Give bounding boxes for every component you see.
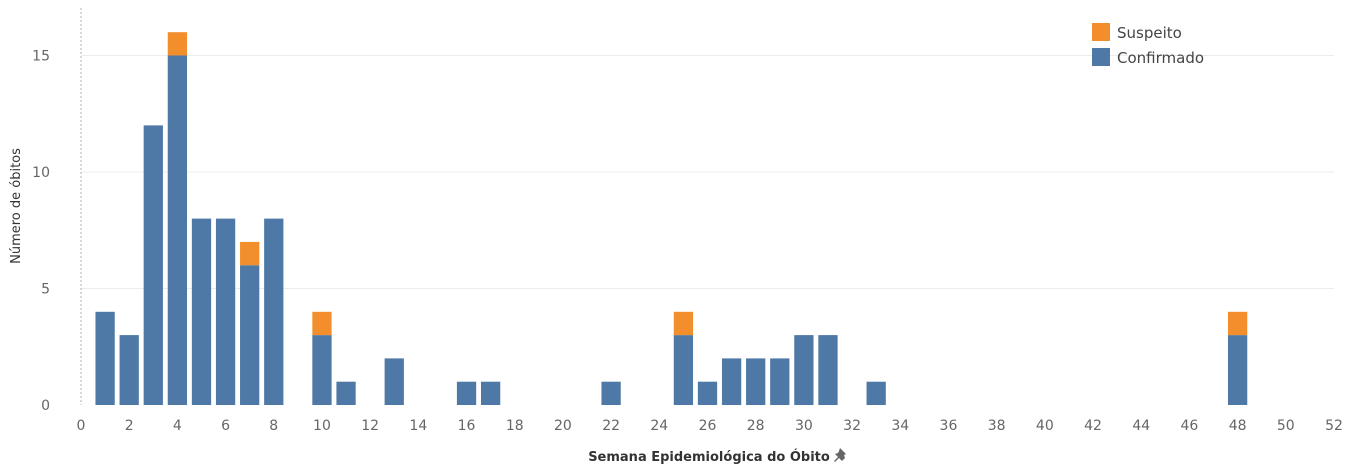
bar-confirmado-week-48[interactable] xyxy=(1227,335,1248,405)
x-tick-label: 6 xyxy=(221,418,230,434)
bar-suspeito-week-4[interactable] xyxy=(167,32,188,56)
bar-confirmado-week-5[interactable] xyxy=(191,218,212,405)
y-tick-label: 15 xyxy=(32,49,50,65)
legend-label-confirmado[interactable]: Confirmado xyxy=(1117,49,1204,67)
bar-confirmado-week-16[interactable] xyxy=(456,381,477,405)
x-tick-label: 20 xyxy=(554,418,572,434)
bar-confirmado-week-8[interactable] xyxy=(264,218,284,405)
bar-confirmado-week-27[interactable] xyxy=(721,358,742,405)
x-tick-label: 42 xyxy=(1084,418,1102,434)
bar-confirmado-week-28[interactable] xyxy=(746,358,766,405)
bar-confirmado-week-10[interactable] xyxy=(312,335,332,405)
bar-suspeito-week-10[interactable] xyxy=(312,311,332,336)
bar-confirmado-week-2[interactable] xyxy=(119,335,139,405)
x-tick-label: 40 xyxy=(1036,418,1054,434)
bar-suspeito-week-48[interactable] xyxy=(1227,311,1248,336)
x-tick-label: 32 xyxy=(843,418,861,434)
y-tick-label: 5 xyxy=(41,282,50,298)
x-tick-label: 18 xyxy=(506,418,524,434)
y-tick-labels: 0 5 10 15 xyxy=(32,49,50,415)
x-tick-labels: 0 2 4 6 8 10 12 14 16 18 20 22 24 26 28 30 32 34 36 38 40 42 4… xyxy=(77,418,1343,434)
legend-swatch-suspeito xyxy=(1092,23,1110,41)
y-axis-title: Número de óbitos xyxy=(9,148,24,264)
bar-confirmado-week-13[interactable] xyxy=(384,358,404,405)
x-tick-label: 24 xyxy=(650,418,668,434)
legend-swatch-confirmado xyxy=(1092,48,1110,66)
x-tick-label: 48 xyxy=(1229,418,1247,434)
bar-layer xyxy=(95,32,1248,406)
y-tick-label: 0 xyxy=(41,398,50,414)
x-tick-label: 30 xyxy=(795,418,813,434)
bar-confirmado-week-26[interactable] xyxy=(697,381,718,405)
x-tick-label: 12 xyxy=(361,418,379,434)
bar-confirmado-week-3[interactable] xyxy=(143,125,163,406)
x-tick-label: 14 xyxy=(409,418,427,434)
x-tick-label: 8 xyxy=(269,418,278,434)
x-tick-label: 38 xyxy=(988,418,1006,434)
bar-confirmado-week-17[interactable] xyxy=(480,381,501,405)
x-tick-label: 46 xyxy=(1181,418,1199,434)
bar-confirmado-week-31[interactable] xyxy=(818,335,838,405)
x-tick-label: 34 xyxy=(891,418,909,434)
pin-icon[interactable] xyxy=(834,448,846,462)
x-tick-label: 36 xyxy=(940,418,958,434)
x-tick-label: 16 xyxy=(458,418,476,434)
x-tick-label: 2 xyxy=(125,418,134,434)
x-tick-label: 50 xyxy=(1277,418,1295,434)
x-tick-label: 44 xyxy=(1132,418,1150,434)
y-tick-label: 10 xyxy=(32,165,50,181)
bar-suspeito-week-7[interactable] xyxy=(240,241,260,266)
x-tick-label: 10 xyxy=(313,418,331,434)
legend-label-suspeito[interactable]: Suspeito xyxy=(1117,24,1182,42)
bar-confirmado-week-25[interactable] xyxy=(673,335,694,405)
bar-confirmado-week-4[interactable] xyxy=(167,55,188,406)
grid-layer xyxy=(81,55,1334,289)
x-tick-label: 22 xyxy=(602,418,620,434)
bar-suspeito-week-25[interactable] xyxy=(673,311,694,336)
x-axis-title[interactable]: Semana Epidemiológica do Óbito xyxy=(588,449,830,465)
legend: Suspeito Confirmado xyxy=(1092,23,1204,67)
x-tick-label: 0 xyxy=(77,418,86,434)
x-tick-label: 28 xyxy=(747,418,765,434)
bar-confirmado-week-1[interactable] xyxy=(95,311,115,405)
bar-confirmado-week-33[interactable] xyxy=(866,381,886,405)
bar-confirmado-week-22[interactable] xyxy=(601,381,621,405)
x-tick-label: 4 xyxy=(173,418,182,434)
x-tick-label: 26 xyxy=(699,418,717,434)
x-tick-label: 52 xyxy=(1325,418,1343,434)
bar-confirmado-week-29[interactable] xyxy=(770,358,790,405)
bar-confirmado-week-6[interactable] xyxy=(215,218,236,405)
bar-confirmado-week-7[interactable] xyxy=(240,265,260,405)
bar-confirmado-week-11[interactable] xyxy=(336,381,356,405)
bar-confirmado-week-30[interactable] xyxy=(794,335,814,405)
